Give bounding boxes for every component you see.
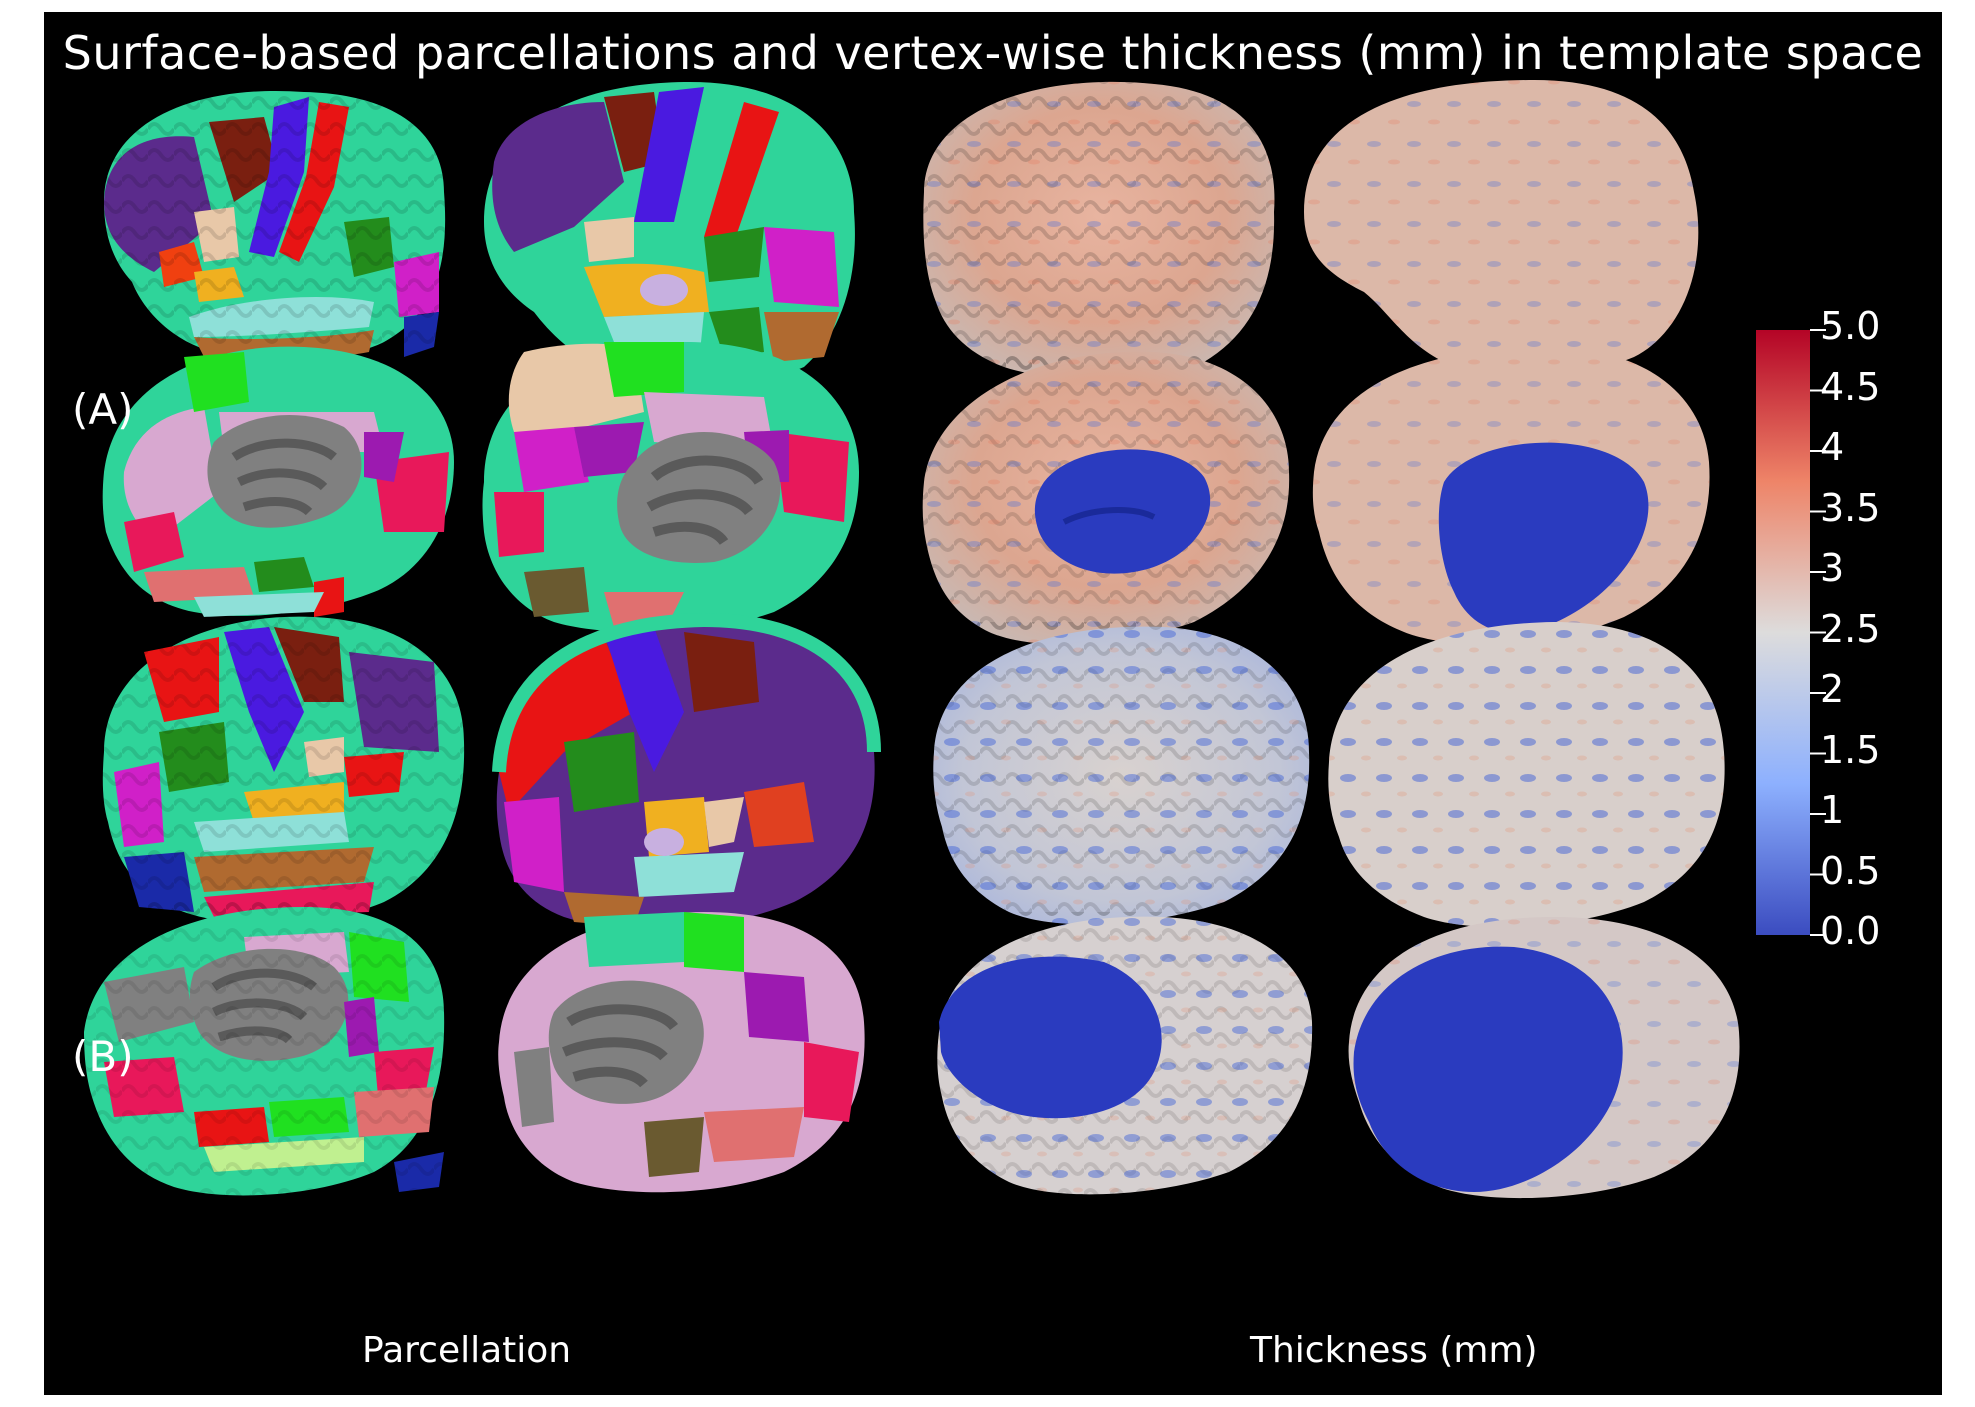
thickness-medial-inflated-2	[1312, 347, 1710, 644]
parcellation-lateral-pial-1	[104, 90, 449, 367]
figure-title: Surface-based parcellations and vertex-w…	[62, 26, 1924, 80]
figure-panel: Surface-based parcellations and vertex-w…	[44, 12, 1942, 1395]
row-label-a: (A)	[72, 385, 134, 434]
column-label-thickness: Thickness (mm)	[1250, 1330, 1538, 1371]
colorbar-gradient	[1756, 330, 1810, 935]
colorbar-tick-label: 0.5	[1820, 848, 1881, 893]
thickness-medial-pial-4	[934, 912, 1314, 1207]
colorbar-tick-label: 1.5	[1820, 727, 1881, 772]
colorbar-tick-label: 1	[1820, 788, 1845, 832]
parcellation-lateral-inflated-1	[484, 81, 855, 387]
parcellation-medial-pial-2	[102, 346, 455, 617]
thickness-lateral-inflated-3	[1328, 622, 1725, 928]
thickness-medial-pial-2	[919, 347, 1294, 657]
row-label-b: (B)	[72, 1032, 134, 1081]
colorbar-tick-label: 4	[1820, 425, 1845, 469]
colorbar-tick-label: 2	[1820, 667, 1845, 711]
parcellation-lateral-inflated-3	[492, 612, 881, 929]
colorbar-tick-label: 2.5	[1820, 606, 1881, 651]
colorbar-tick-label: 3	[1820, 546, 1845, 590]
brain-renderings	[82, 12, 1826, 1207]
colorbar-tick-label: 0.0	[1820, 909, 1881, 953]
parcellation-medial-pial-4	[82, 902, 447, 1197]
thickness-lateral-inflated-1	[1304, 80, 1699, 377]
parcellation-lateral-pial-3	[102, 612, 467, 932]
thickness-medial-inflated-4	[1348, 917, 1740, 1199]
colorbar-tick-label: 3.5	[1820, 485, 1881, 530]
parcellation-medial-inflated-2	[482, 342, 859, 633]
colorbar-tick-label: 5.0	[1820, 304, 1881, 348]
colorbar-ticks	[1810, 329, 1826, 936]
colorbar-tick-label: 4.5	[1820, 364, 1881, 409]
thickness-lateral-pial-3	[929, 622, 1314, 937]
colorbar	[1756, 330, 1810, 935]
parcellation-medial-inflated-4	[498, 912, 865, 1193]
thickness-lateral-pial-1	[919, 77, 1279, 387]
column-label-parcellation: Parcellation	[362, 1330, 572, 1371]
